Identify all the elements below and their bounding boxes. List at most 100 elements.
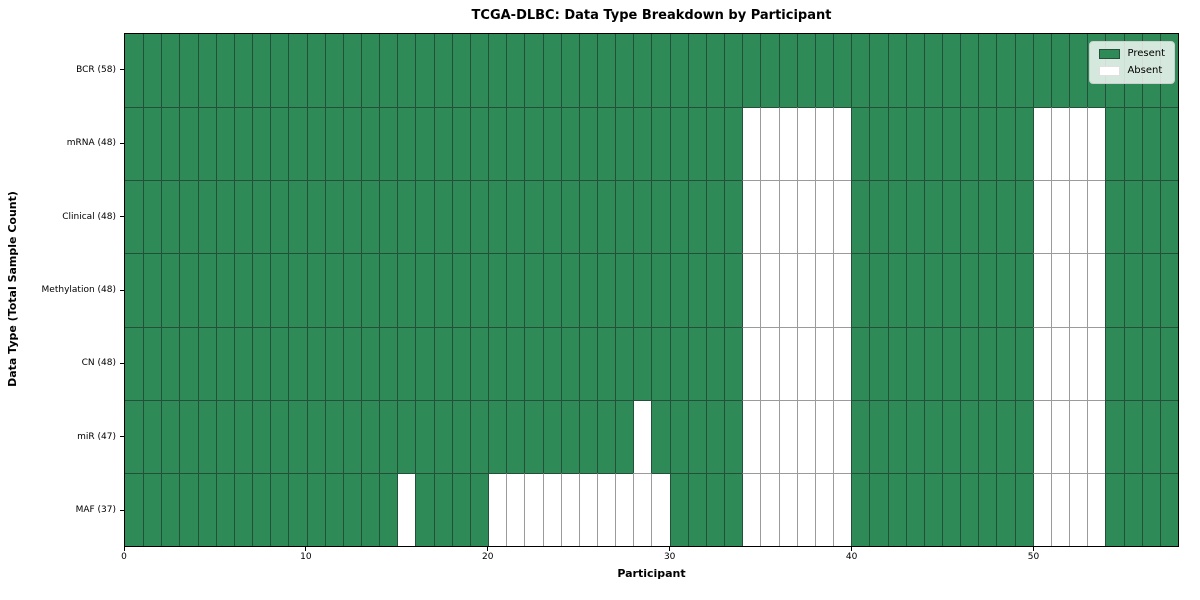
heatmap-cell: [361, 326, 380, 400]
heatmap-cell: [669, 107, 688, 181]
heatmap-cell: [288, 472, 307, 546]
y-tick-mark: [120, 362, 124, 364]
heatmap-cell: [941, 34, 961, 108]
heatmap-cell: [433, 399, 452, 473]
heatmap-cell: [215, 253, 234, 327]
heatmap-cell: [342, 253, 362, 327]
y-tick-label: miR (47): [77, 431, 116, 442]
heatmap-cell: [306, 253, 325, 327]
absent-swatch: [1099, 66, 1121, 76]
heatmap-cell: [978, 253, 997, 327]
heatmap-cell: [760, 253, 779, 327]
heatmap-cell: [651, 253, 670, 327]
heatmap-cell: [524, 253, 543, 327]
heatmap-cell: [125, 253, 144, 327]
heatmap-cell: [143, 253, 162, 327]
y-tick-mark: [120, 142, 124, 144]
heatmap-cell: [270, 180, 289, 254]
heatmap-cell: [1050, 399, 1070, 473]
heatmap-cell: [996, 399, 1015, 473]
heatmap-cell: [597, 107, 616, 181]
heatmap-cell: [1050, 180, 1070, 254]
heatmap-cell: [615, 472, 634, 546]
heatmap-cell: [1014, 180, 1033, 254]
heatmap-cell: [288, 107, 307, 181]
heatmap-cell: [705, 34, 725, 108]
heatmap-cell: [379, 399, 398, 473]
heatmap-cell: [669, 180, 688, 254]
heatmap-cell: [1159, 326, 1178, 400]
heatmap-cell: [615, 107, 634, 181]
heatmap-grid: [125, 34, 1178, 546]
heatmap-cell: [724, 107, 743, 181]
heatmap-cell: [270, 253, 289, 327]
heatmap-cell: [524, 472, 543, 546]
heatmap-cell: [288, 180, 307, 254]
heatmap-cell: [143, 472, 162, 546]
heatmap-cell: [597, 180, 616, 254]
heatmap-cell: [161, 180, 180, 254]
heatmap-cell: [469, 34, 489, 108]
heatmap-cell: [814, 399, 834, 473]
heatmap-cell: [306, 107, 325, 181]
heatmap-cell: [1087, 399, 1106, 473]
heatmap-cell: [978, 326, 997, 400]
heatmap-cell: [488, 253, 507, 327]
x-tick-label: 30: [663, 552, 676, 562]
heatmap-cell: [687, 399, 706, 473]
heatmap-cell: [1159, 180, 1178, 254]
heatmap-cell: [905, 472, 924, 546]
heatmap-cell: [1014, 253, 1033, 327]
heatmap-cell: [978, 107, 997, 181]
heatmap-cell: [796, 34, 815, 108]
heatmap-cell: [651, 326, 670, 400]
heatmap-cell: [1123, 180, 1142, 254]
heatmap-cell: [687, 180, 706, 254]
heatmap-cell: [687, 107, 706, 181]
heatmap-cell: [451, 34, 470, 108]
heatmap-cell: [978, 399, 997, 473]
x-tick-label: 10: [300, 552, 312, 562]
heatmap-cell: [524, 180, 543, 254]
heatmap-cell: [651, 399, 670, 473]
legend: Present Absent: [1089, 41, 1175, 84]
heatmap-cell: [1050, 472, 1070, 546]
heatmap-cell: [361, 34, 380, 108]
heatmap-cell: [978, 34, 997, 108]
heatmap-cell: [1014, 399, 1033, 473]
heatmap-cell: [597, 253, 616, 327]
heatmap-cell: [687, 253, 706, 327]
heatmap-cell: [814, 472, 834, 546]
heatmap-cell: [869, 34, 888, 108]
heatmap-cell: [197, 180, 216, 254]
heatmap-cell: [1014, 34, 1033, 108]
heatmap-cell: [397, 34, 416, 108]
heatmap-cell: [578, 472, 598, 546]
heatmap-cell: [415, 180, 434, 254]
heatmap-cell: [778, 253, 797, 327]
heatmap-cell: [887, 107, 906, 181]
heatmap-cell: [179, 399, 198, 473]
heatmap-cell: [960, 107, 979, 181]
heatmap-cell: [887, 326, 906, 400]
x-tick-mark: [851, 547, 853, 551]
heatmap-cell: [669, 34, 688, 108]
heatmap-cell: [724, 180, 743, 254]
heatmap-cell: [905, 399, 924, 473]
heatmap-cell: [778, 34, 797, 108]
heatmap-cell: [760, 107, 779, 181]
heatmap-cell: [143, 34, 162, 108]
heatmap-cell: [869, 326, 888, 400]
heatmap-cell: [215, 107, 234, 181]
heatmap-cell: [724, 472, 743, 546]
heatmap-cell: [1105, 399, 1124, 473]
heatmap-cell: [1105, 326, 1124, 400]
heatmap-cell: [451, 472, 470, 546]
heatmap-cell: [1087, 253, 1106, 327]
heatmap-cell: [415, 326, 434, 400]
heatmap-cell: [506, 253, 525, 327]
heatmap-cell: [833, 326, 852, 400]
heatmap-cell: [869, 472, 888, 546]
heatmap-cell: [851, 326, 870, 400]
heatmap-cell: [960, 472, 979, 546]
